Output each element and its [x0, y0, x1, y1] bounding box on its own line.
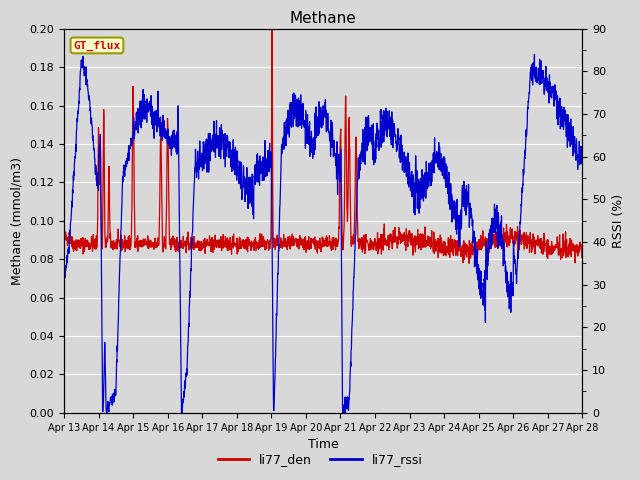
Y-axis label: RSSI (%): RSSI (%): [612, 194, 625, 248]
Y-axis label: Methane (mmol/m3): Methane (mmol/m3): [11, 157, 24, 285]
X-axis label: Time: Time: [308, 438, 339, 451]
Title: Methane: Methane: [290, 11, 356, 26]
Text: GT_flux: GT_flux: [74, 40, 120, 50]
Legend: li77_den, li77_rssi: li77_den, li77_rssi: [212, 448, 428, 471]
